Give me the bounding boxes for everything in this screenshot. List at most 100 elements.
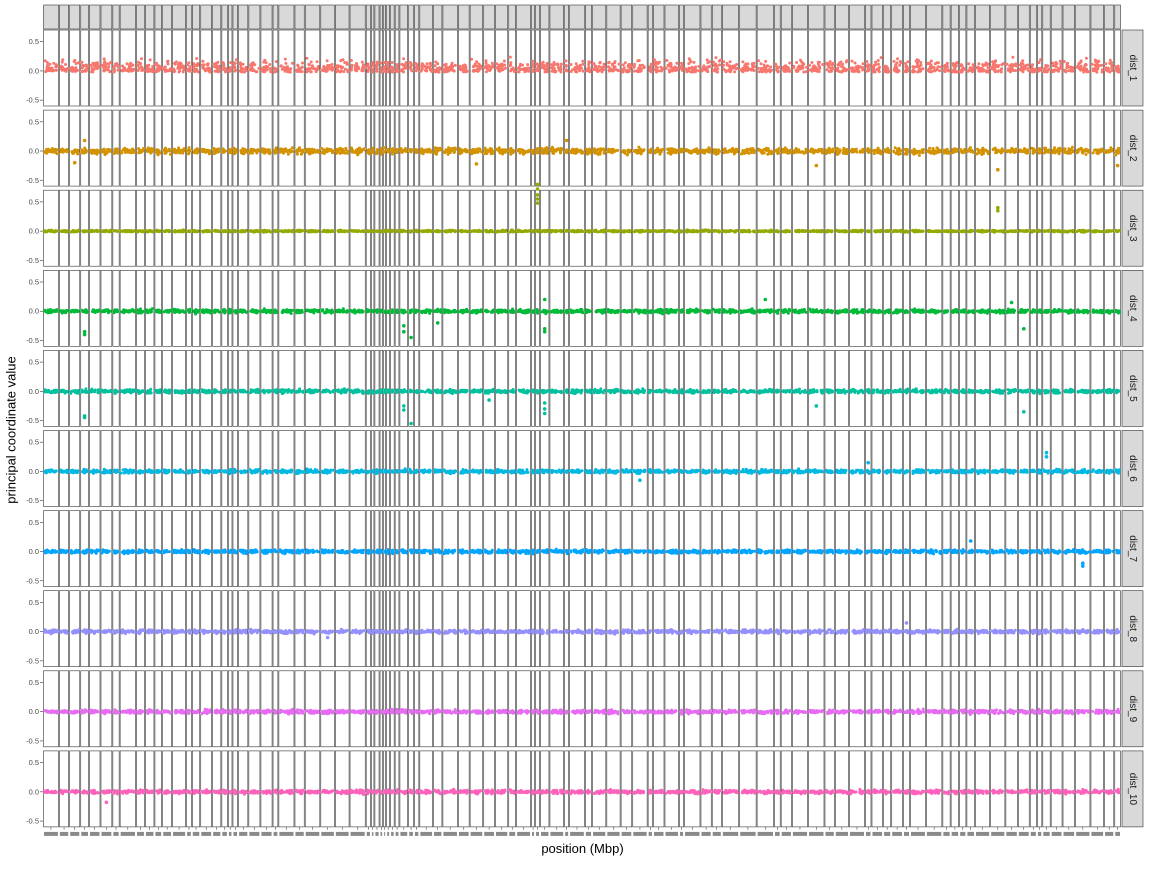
data-point: [622, 63, 625, 66]
data-point: [560, 63, 563, 66]
data-point: [655, 69, 658, 72]
data-point: [1023, 65, 1026, 68]
data-point: [614, 60, 617, 63]
facet-panel: [273, 190, 278, 266]
data-point: [511, 229, 514, 232]
data-point: [898, 150, 901, 153]
data-point: [224, 68, 227, 71]
data-point: [708, 60, 711, 63]
column-strip: [872, 5, 883, 29]
column-strip: [295, 5, 304, 29]
column-strip: [395, 5, 399, 29]
data-point: [556, 63, 559, 66]
data-point: [454, 64, 457, 67]
data-point: [174, 229, 177, 232]
data-point: [499, 230, 502, 233]
data-point: [454, 230, 457, 233]
data-point: [248, 152, 251, 155]
data-point: [409, 150, 412, 153]
data-point: [897, 153, 900, 156]
data-point: [969, 146, 972, 149]
data-point: [828, 147, 831, 150]
data-point: [752, 62, 755, 65]
data-point: [969, 67, 972, 70]
data-point: [880, 56, 883, 59]
data-point: [168, 149, 171, 152]
data-point: [465, 149, 468, 152]
data-point: [906, 60, 909, 63]
data-point: [536, 230, 539, 233]
data-point: [265, 65, 268, 68]
facet-panel: [101, 190, 112, 266]
column-strip: [541, 5, 549, 29]
facet-panel: [414, 190, 418, 266]
data-point: [597, 65, 600, 68]
data-point: [77, 61, 80, 64]
column-strip: [443, 5, 458, 29]
data-point: [912, 152, 915, 155]
data-point: [475, 61, 478, 64]
data-point: [402, 57, 405, 60]
data-point: [746, 62, 749, 65]
data-point: [729, 149, 732, 152]
data-point: [1072, 66, 1075, 69]
data-point: [91, 62, 94, 65]
column-strip: [825, 5, 834, 29]
data-point: [799, 59, 802, 62]
data-point: [182, 70, 185, 73]
column-strip: [1043, 5, 1050, 29]
data-point: [474, 151, 477, 154]
column-strip: [943, 5, 950, 29]
facet-panel: [173, 190, 186, 266]
data-point: [906, 150, 909, 153]
column-strip: [648, 5, 652, 29]
column-strip: [458, 5, 469, 29]
column-strip: [434, 5, 442, 29]
data-point: [311, 64, 314, 67]
data-point: [745, 150, 748, 153]
data-point: [458, 152, 461, 155]
data-point: [1011, 149, 1014, 152]
data-point: [64, 63, 67, 66]
data-point: [368, 66, 371, 69]
data-point: [1085, 70, 1088, 73]
data-point: [426, 62, 429, 65]
facet-panel: [570, 190, 585, 266]
data-point: [241, 152, 244, 155]
data-point: [659, 66, 662, 69]
data-point: [274, 229, 277, 232]
data-point: [299, 149, 302, 152]
data-point: [559, 152, 562, 155]
data-point: [936, 68, 939, 71]
data-point: [607, 61, 610, 64]
data-point: [667, 64, 670, 67]
data-point: [146, 150, 149, 153]
data-point: [301, 62, 304, 65]
facet-panel: [155, 190, 162, 266]
data-point: [541, 64, 544, 67]
data-point: [532, 152, 535, 155]
data-point: [136, 64, 139, 67]
data-point: [445, 63, 448, 66]
data-point: [522, 68, 525, 71]
data-point: [437, 71, 440, 74]
data-point: [151, 65, 154, 68]
data-point: [917, 65, 920, 68]
data-point: [648, 150, 651, 153]
data-point: [526, 150, 529, 153]
data-point: [633, 70, 636, 73]
data-point: [192, 62, 195, 65]
data-point: [151, 68, 154, 71]
facet-panel: [496, 190, 508, 266]
data-point: [212, 147, 215, 150]
column-strip: [565, 5, 569, 29]
data-point: [239, 66, 242, 69]
data-point: [495, 62, 498, 65]
data-point: [740, 152, 743, 155]
data-point: [326, 59, 329, 62]
y-tick-label: 0.5: [29, 37, 39, 46]
column-strip: [350, 5, 365, 29]
data-point: [105, 152, 108, 155]
data-point: [735, 63, 738, 66]
data-point: [993, 69, 996, 72]
